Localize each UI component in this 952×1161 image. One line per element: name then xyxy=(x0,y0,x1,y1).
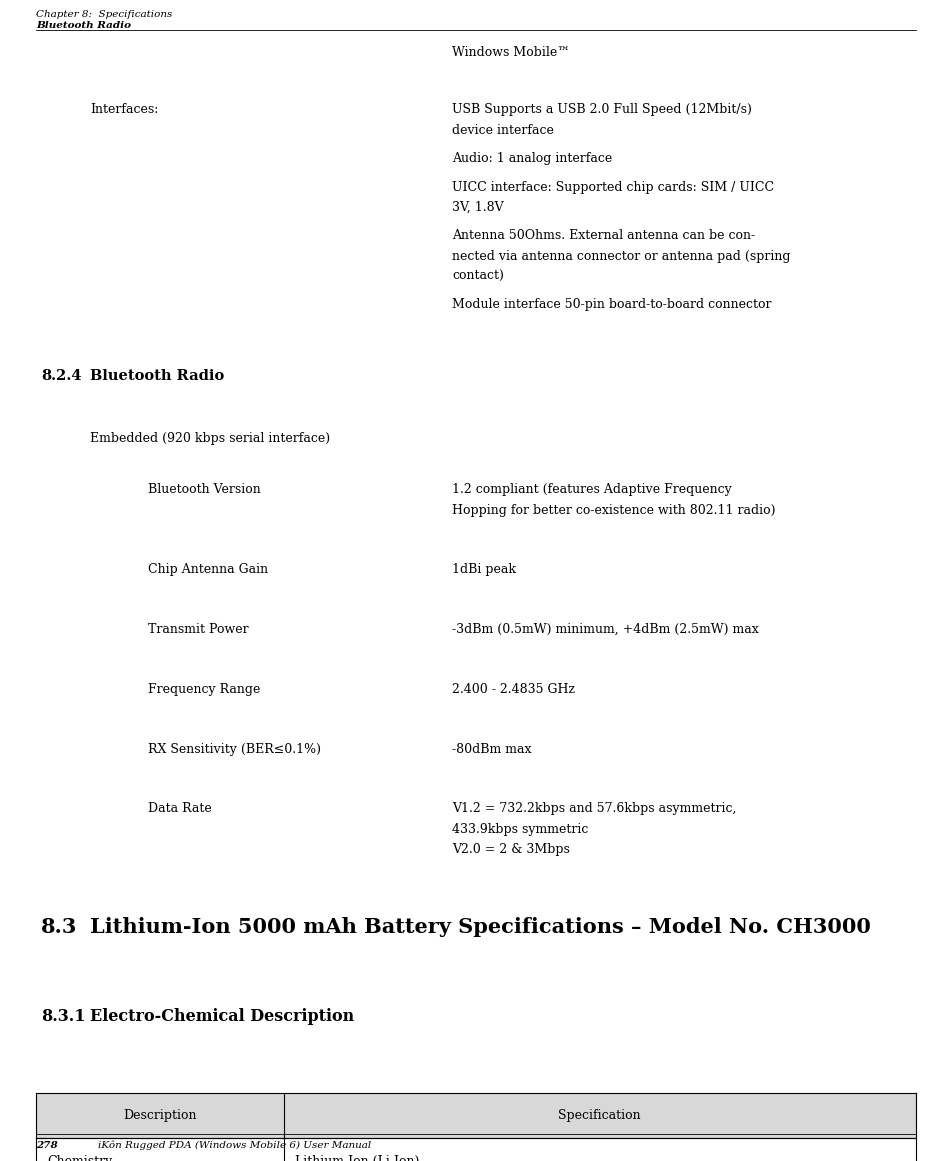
Text: Description: Description xyxy=(123,1110,197,1123)
Text: 8.2.4: 8.2.4 xyxy=(41,369,82,383)
Text: Module interface 50-pin board-to-board connector: Module interface 50-pin board-to-board c… xyxy=(452,298,772,311)
Text: 1dBi peak: 1dBi peak xyxy=(452,563,516,576)
Text: nected via antenna connector or antenna pad (spring: nected via antenna connector or antenna … xyxy=(452,250,791,262)
Text: -3dBm (0.5mW) minimum, +4dBm (2.5mW) max: -3dBm (0.5mW) minimum, +4dBm (2.5mW) max xyxy=(452,623,759,636)
Text: 433.9kbps symmetric: 433.9kbps symmetric xyxy=(452,822,588,836)
Text: Chip Antenna Gain: Chip Antenna Gain xyxy=(148,563,268,576)
Text: Transmit Power: Transmit Power xyxy=(148,623,248,636)
Text: device interface: device interface xyxy=(452,124,554,137)
Text: USB Supports a USB 2.0 Full Speed (12Mbit/s): USB Supports a USB 2.0 Full Speed (12Mbi… xyxy=(452,103,752,116)
Text: Lithium-Ion 5000 mAh Battery Specifications – Model No. CH3000: Lithium-Ion 5000 mAh Battery Specificati… xyxy=(90,917,871,937)
Text: Chapter 8:  Specifications: Chapter 8: Specifications xyxy=(36,10,172,20)
Text: 3V, 1.8V: 3V, 1.8V xyxy=(452,201,504,214)
Text: Embedded (920 kbps serial interface): Embedded (920 kbps serial interface) xyxy=(90,432,330,445)
Text: Interfaces:: Interfaces: xyxy=(90,103,159,116)
Bar xyxy=(36,1094,916,1139)
Text: Frequency Range: Frequency Range xyxy=(148,683,260,695)
Text: V2.0 = 2 & 3Mbps: V2.0 = 2 & 3Mbps xyxy=(452,843,570,856)
Text: Bluetooth Radio: Bluetooth Radio xyxy=(90,369,225,383)
Text: 8.3.1: 8.3.1 xyxy=(41,1008,86,1025)
Text: -80dBm max: -80dBm max xyxy=(452,743,532,756)
Text: Windows Mobile™: Windows Mobile™ xyxy=(452,46,570,59)
Text: Audio: 1 analog interface: Audio: 1 analog interface xyxy=(452,152,612,165)
Text: 2.400 - 2.4835 GHz: 2.400 - 2.4835 GHz xyxy=(452,683,575,695)
Text: Specification: Specification xyxy=(559,1110,641,1123)
Text: 278: 278 xyxy=(36,1140,58,1149)
Text: UICC interface: Supported chip cards: SIM / UICC: UICC interface: Supported chip cards: SI… xyxy=(452,180,774,194)
Text: contact): contact) xyxy=(452,269,504,283)
Text: Lithium-Ion (Li-Ion): Lithium-Ion (Li-Ion) xyxy=(295,1155,420,1161)
Text: Bluetooth Radio: Bluetooth Radio xyxy=(36,21,131,30)
Text: RX Sensitivity (BER≤0.1%): RX Sensitivity (BER≤0.1%) xyxy=(148,743,321,756)
Text: Chemistry: Chemistry xyxy=(48,1155,113,1161)
Text: Hopping for better co-existence with 802.11 radio): Hopping for better co-existence with 802… xyxy=(452,504,776,517)
Text: Electro-Chemical Description: Electro-Chemical Description xyxy=(90,1008,355,1025)
Text: iKôn Rugged PDA (Windows Mobile 6) User Manual: iKôn Rugged PDA (Windows Mobile 6) User … xyxy=(98,1140,371,1151)
Text: 1.2 compliant (features Adaptive Frequency: 1.2 compliant (features Adaptive Frequen… xyxy=(452,483,732,496)
Text: Bluetooth Version: Bluetooth Version xyxy=(148,483,260,496)
Text: 8.3: 8.3 xyxy=(41,917,77,937)
Text: Data Rate: Data Rate xyxy=(148,802,211,815)
Text: Antenna 50Ohms. External antenna can be con-: Antenna 50Ohms. External antenna can be … xyxy=(452,229,755,243)
Text: V1.2 = 732.2kbps and 57.6kbps asymmetric,: V1.2 = 732.2kbps and 57.6kbps asymmetric… xyxy=(452,802,737,815)
